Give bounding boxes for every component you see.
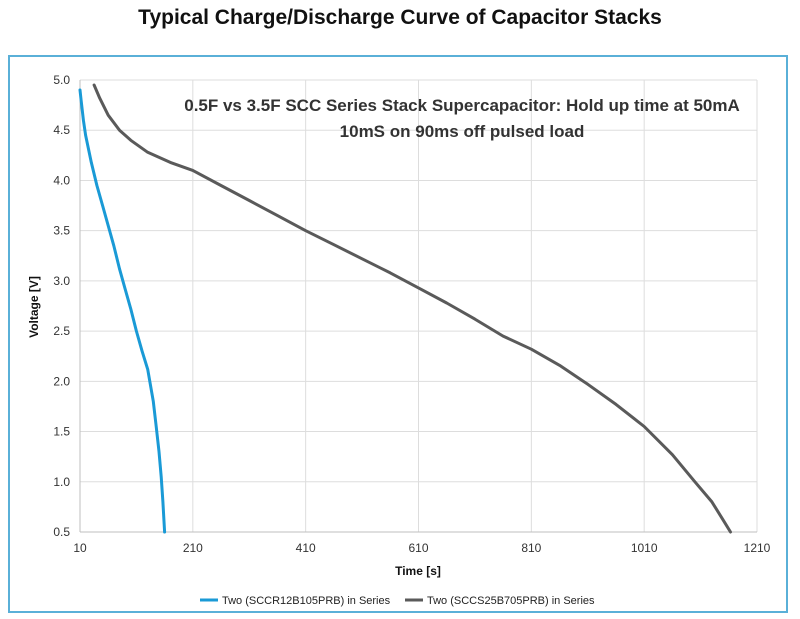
data-point — [304, 229, 307, 232]
data-point — [152, 400, 155, 403]
data-point — [192, 169, 194, 172]
data-point — [671, 453, 674, 456]
data-point — [80, 99, 82, 101]
data-point — [389, 272, 392, 274]
data-point — [417, 287, 420, 289]
page-title: Typical Charge/Discharge Curve of Capaci… — [138, 6, 662, 29]
annotation-line-2: 10mS on 90ms off pulsed load — [340, 122, 585, 141]
y-tick-label: 5.0 — [53, 73, 70, 87]
data-point — [361, 257, 363, 260]
data-point — [107, 224, 110, 227]
data-point — [90, 161, 93, 164]
data-point — [84, 134, 87, 137]
y-tick-label: 0.5 — [53, 525, 70, 539]
series-line-0 — [78, 88, 167, 534]
data-point — [333, 243, 335, 246]
legend-label-sccs: Two (SCCS25B705PRB) in Series — [427, 595, 595, 607]
x-tick-label: 410 — [296, 541, 316, 555]
data-point — [220, 184, 222, 187]
data-point — [162, 501, 164, 503]
y-axis-label: Voltage [V] — [27, 276, 41, 338]
legend: Two (SCCR12B105PRB) in Series Two (SCCS2… — [200, 595, 595, 607]
y-tick-label: 3.0 — [53, 274, 70, 288]
data-point — [129, 308, 132, 310]
x-tick-label: 1010 — [631, 541, 658, 555]
data-point — [711, 501, 713, 503]
data-point — [643, 425, 645, 428]
x-tick-label: 210 — [183, 541, 203, 555]
data-point — [160, 475, 163, 478]
data-point — [79, 89, 81, 91]
annotation-line-1: 0.5F vs 3.5F SCC Series Stack Supercapac… — [184, 96, 740, 115]
x-axis-label: Time [s] — [395, 564, 441, 578]
data-point — [694, 480, 696, 483]
x-tick-label: 10 — [73, 541, 87, 555]
y-tick-label: 2.0 — [53, 374, 70, 388]
legend-label-sccr: Two (SCCR12B105PRB) in Series — [222, 595, 391, 607]
axes — [79, 80, 757, 533]
data-point — [146, 151, 149, 154]
x-tick-label: 810 — [521, 541, 541, 555]
data-point — [101, 204, 104, 207]
data-point — [118, 268, 121, 270]
data-series — [78, 83, 732, 534]
data-point — [135, 330, 138, 332]
series-line-1 — [92, 83, 732, 534]
data-point — [129, 139, 132, 142]
data-point — [169, 161, 172, 164]
data-point — [530, 348, 533, 350]
data-point — [729, 531, 732, 533]
series-1 — [92, 83, 732, 534]
data-point — [163, 531, 166, 533]
data-point — [113, 244, 115, 247]
data-point — [586, 383, 589, 386]
x-tick-label: 610 — [408, 541, 428, 555]
data-point — [445, 302, 448, 304]
data-point — [615, 403, 617, 406]
data-point — [158, 450, 160, 453]
data-point — [93, 84, 95, 86]
gridlines — [80, 79, 758, 532]
tick-labels: 10 210 410 610 810 1010 1210 0.5 1.0 1.5 2.0 2.5 3.0… — [53, 73, 770, 555]
y-tick-label: 3.5 — [53, 224, 70, 238]
y-tick-label: 1.5 — [53, 425, 70, 439]
y-tick-label: 2.5 — [53, 324, 70, 338]
data-point — [124, 288, 126, 290]
data-point — [722, 519, 724, 521]
data-point — [276, 214, 279, 217]
series-0 — [78, 88, 167, 534]
y-tick-label: 1.0 — [53, 475, 70, 489]
y-tick-label: 4.5 — [53, 123, 70, 137]
data-point — [96, 184, 98, 187]
data-point — [474, 318, 476, 320]
data-point — [107, 114, 110, 116]
data-point — [82, 119, 85, 121]
x-tick-label: 1210 — [744, 541, 771, 555]
data-point — [502, 335, 504, 337]
data-point — [141, 350, 143, 353]
data-point — [248, 199, 251, 202]
y-tick-label: 4.0 — [53, 173, 70, 187]
data-point — [155, 425, 157, 428]
data-point — [146, 368, 149, 371]
data-point — [98, 97, 101, 99]
data-point — [558, 364, 561, 367]
data-point — [118, 129, 121, 132]
